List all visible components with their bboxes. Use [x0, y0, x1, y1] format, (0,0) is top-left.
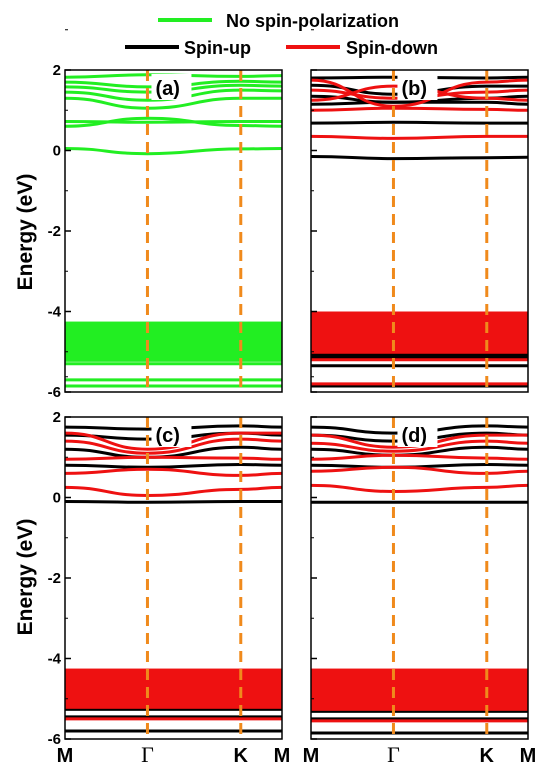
band-4: [65, 500, 282, 504]
panel-a: 2 0 -2 -4 -6 (a): [48, 29, 283, 401]
band-2: [311, 445, 528, 457]
legend-label-no-spin: No spin-polarization: [226, 11, 399, 31]
dense-band-region: [311, 668, 528, 711]
y-axis-label-top: Energy (eV): [14, 174, 37, 291]
band-2: [65, 455, 282, 461]
band-7: [65, 147, 282, 156]
x-tick-label-m: M: [520, 745, 537, 767]
panel-b: (b): [310, 29, 529, 393]
y-tick-label: 2: [53, 409, 61, 426]
series-spin-down: [65, 431, 282, 721]
band-3: [65, 467, 282, 477]
x-tick-label-m: M: [57, 745, 74, 767]
panel-label-bg: [397, 74, 438, 100]
band-5: [311, 155, 528, 161]
panel-label-bg: [151, 74, 192, 100]
legend-label-spin-up: Spin-up: [184, 38, 251, 58]
panel-c: 2 0 -2 -4 -6 (c): [48, 376, 283, 748]
band-5: [65, 120, 282, 124]
y-tick-label: -6: [48, 384, 61, 401]
band-3: [311, 465, 528, 475]
panel-label: (d): [401, 425, 427, 447]
band-4: [65, 485, 282, 498]
panel-label: (c): [155, 425, 179, 447]
panel-label: (b): [401, 78, 427, 100]
y-tick-label: 0: [53, 490, 61, 507]
dense-band-region: [65, 668, 282, 709]
panel-label-bg: [151, 421, 192, 447]
y-tick-label: -2: [48, 570, 61, 587]
series-no-spin-polarization: [65, 73, 282, 388]
band-2: [311, 453, 528, 461]
x-tick-label-gamma: Γ: [141, 742, 154, 767]
y-tick-label: 2: [53, 62, 61, 79]
band-4: [65, 96, 282, 110]
band-3: [65, 462, 282, 469]
series-spin-down: [311, 78, 528, 386]
dense-band-region: [311, 311, 528, 354]
band-3: [311, 462, 528, 469]
y-axis-label-bottom: Energy (eV): [14, 519, 37, 636]
y-tick-label: -4: [48, 651, 62, 668]
x-tick-label-k: K: [480, 745, 495, 767]
panels: 2 0 -2 -4 -6 (a) (b) 2 0 -2 -4 -6 (c) (d): [48, 29, 529, 748]
y-tick-label: 0: [53, 143, 61, 160]
x-tick-label-m: M: [274, 745, 291, 767]
band-2: [65, 445, 282, 459]
band-4: [311, 120, 528, 125]
x-tick-label-m: M: [303, 745, 320, 767]
legend: No spin-polarization Spin-up Spin-down: [125, 11, 438, 58]
y-tick-label: -6: [48, 731, 61, 748]
band-1: [311, 439, 528, 453]
panel-label: (a): [155, 78, 179, 100]
band-3: [311, 106, 528, 112]
legend-label-spin-down: Spin-down: [346, 38, 438, 58]
x-tick-label-k: K: [234, 745, 249, 767]
dense-band-region: [65, 321, 282, 362]
band-4: [311, 483, 528, 494]
y-tick-label: -4: [48, 304, 62, 321]
band-1: [65, 437, 282, 455]
band-6: [65, 116, 282, 128]
series-spin-down: [311, 433, 528, 723]
y-tick-label: -2: [48, 223, 61, 240]
band-3: [311, 100, 528, 106]
band-4: [311, 134, 528, 140]
panel-d: (d): [310, 376, 529, 740]
panel-label-bg: [397, 421, 438, 447]
x-tick-label-gamma: Γ: [387, 742, 400, 767]
